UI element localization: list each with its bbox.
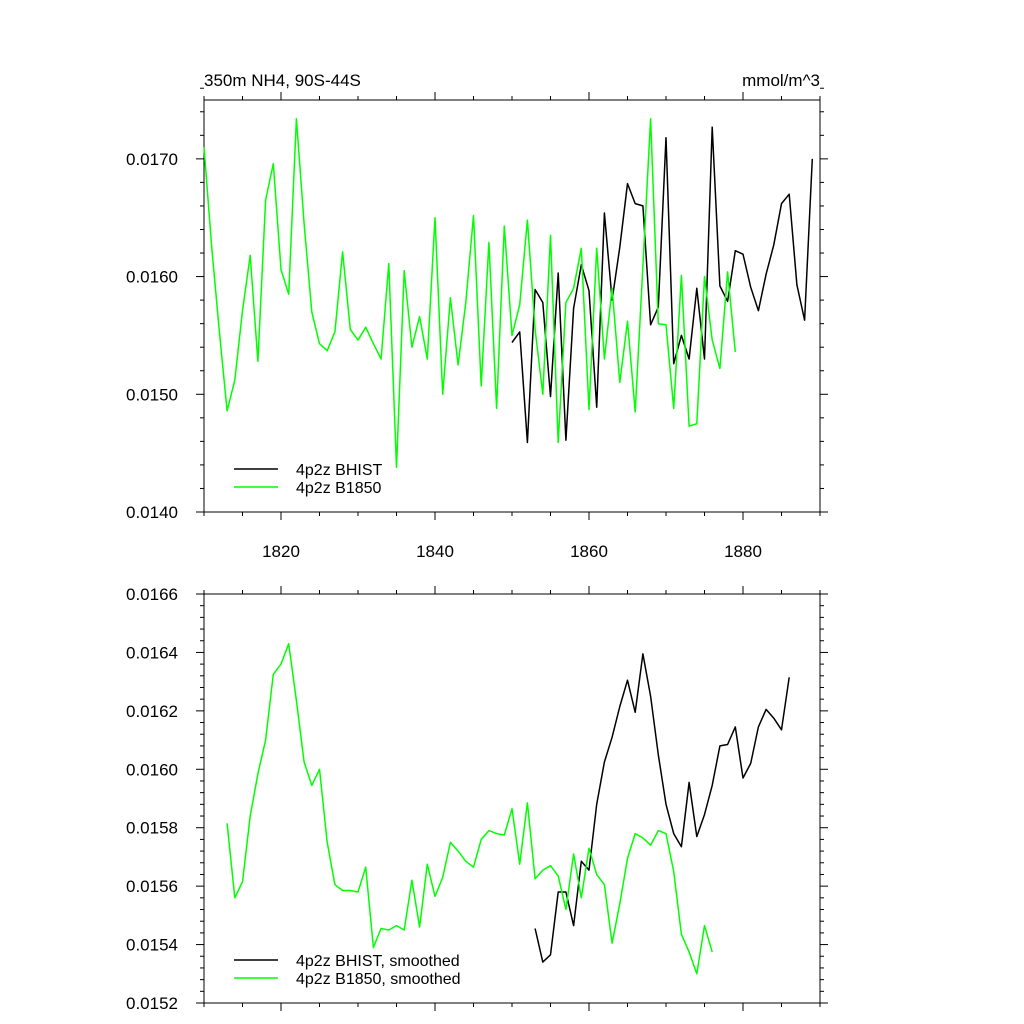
y-tick-label: 0.0160 [126, 760, 178, 779]
y-tick-label: 0.0164 [126, 643, 178, 662]
y-tick-label: 0.0158 [126, 819, 178, 838]
x-tick-label: 1840 [416, 542, 454, 561]
top-panel-units: mmol/m^3 [742, 71, 820, 90]
y-tick-label: 0.0166 [126, 585, 178, 604]
series-line-4p2z-b1850 [203, 118, 737, 469]
top-panel: 350m NH4, 90S-44S mmol/m^3 1820 1840 1860 1… [126, 71, 828, 561]
legend-label: 4p2z B1850, smoothed [296, 971, 461, 988]
y-tick-label: 0.0160 [126, 268, 178, 287]
bottom-panel: 0.0152 0.0154 0.0156 0.0158 0.0160 0.0162 0.01… [126, 585, 828, 1013]
y-tick-label: 0.0150 [126, 385, 178, 404]
y-tick-label: 0.0154 [126, 936, 178, 955]
y-tick-label: 0.0162 [126, 702, 178, 721]
series-line-4p2z-bhist [511, 126, 814, 444]
y-tick-label: 0.0140 [126, 503, 178, 522]
y-tick-label: 0.0156 [126, 877, 178, 896]
x-tick-label: 1820 [262, 542, 300, 561]
series-line-4p2z-b1850-smoothed [226, 642, 713, 975]
legend-label: 4p2z BHIST [296, 462, 382, 479]
legend-label: 4p2z B1850 [296, 480, 382, 497]
y-tick-label: 0.0152 [126, 994, 178, 1013]
legend-label: 4p2z BHIST, smoothed [296, 953, 460, 970]
x-tick-label: 1880 [724, 542, 762, 561]
top-panel-title: 350m NH4, 90S-44S [204, 71, 361, 90]
x-tick-label: 1860 [570, 542, 608, 561]
y-tick-label: 0.0170 [126, 150, 178, 169]
plot-frame [203, 99, 821, 513]
series-line-4p2z-bhist-smoothed [534, 653, 790, 963]
plot-frame [203, 593, 821, 1004]
